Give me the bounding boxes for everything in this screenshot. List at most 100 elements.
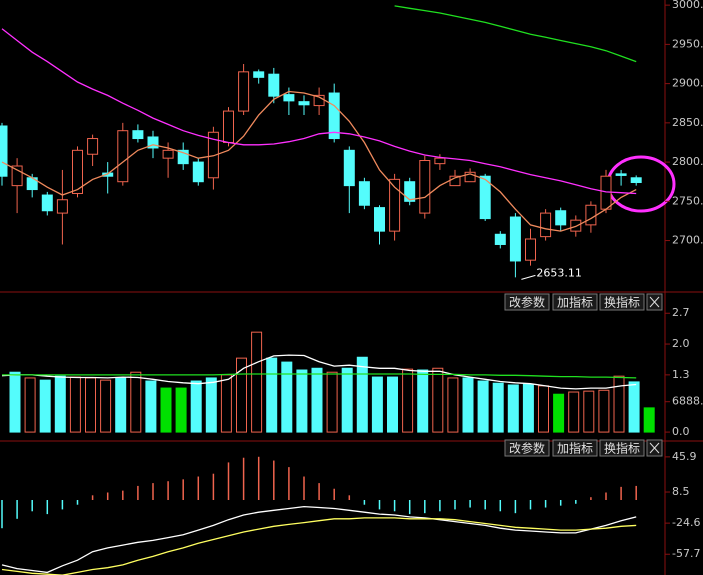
volume-bar (402, 368, 414, 433)
volume-bar (522, 383, 534, 433)
volume-bar (356, 356, 368, 433)
button-frame (599, 439, 645, 457)
candle-body (132, 130, 144, 140)
toolbar-button[interactable]: 换指标 (599, 439, 645, 457)
candle-body (343, 149, 355, 187)
y-tick-label: 2.0 (672, 337, 690, 350)
candle-body (525, 238, 536, 261)
volume-bar (387, 376, 398, 433)
candle-body (87, 138, 99, 155)
y-tick-label: 45.9 (672, 450, 697, 463)
close-button[interactable] (646, 293, 663, 311)
volume-bar (145, 380, 157, 433)
button-frame (504, 293, 550, 311)
candle-body (56, 199, 68, 214)
candle-body (0, 125, 8, 177)
close-icon (649, 442, 660, 454)
y-tick-label: 2800.0 (672, 155, 703, 168)
candle-body (223, 110, 234, 143)
candle-body (585, 204, 597, 226)
volume-bar (205, 377, 217, 433)
volume-bar (175, 387, 187, 433)
ma-line (1, 28, 637, 195)
ma-line (1, 90, 637, 232)
candle-body (11, 165, 23, 187)
volume-bar (296, 369, 308, 433)
button-frame (504, 439, 550, 457)
volume-bar (371, 376, 383, 433)
volume-bar (432, 367, 444, 433)
candle-body (298, 101, 310, 106)
candle-body (570, 219, 582, 232)
low-arrow (521, 274, 536, 280)
button-label: 换指标 (604, 441, 640, 456)
ma-line (1, 505, 637, 574)
volume-bar (236, 357, 247, 433)
toolbar-button[interactable]: 加指标 (552, 439, 598, 457)
candle-body (434, 157, 446, 165)
candle-body (207, 131, 219, 179)
volume-bar (598, 389, 610, 433)
volume-bar (538, 385, 549, 433)
volume-bar (613, 375, 625, 433)
candle-body (177, 149, 189, 165)
toolbar-button[interactable]: 换指标 (599, 293, 645, 311)
y-tick-label: -57.7 (672, 547, 700, 560)
y-tick-label: 3000.0 (672, 0, 703, 11)
volume-bar (417, 369, 429, 433)
volume-bar (311, 367, 323, 433)
y-tick-label: 6888.0 (672, 395, 703, 408)
volume-bar (115, 377, 127, 433)
candle-body (253, 71, 265, 78)
volume-bar (583, 390, 595, 433)
button-label: 改参数 (509, 441, 545, 456)
candle-body (404, 181, 416, 202)
candle-body (374, 207, 385, 232)
y-tick-label: 2850.0 (672, 116, 703, 129)
close-button[interactable] (646, 439, 663, 457)
volume-bar (9, 371, 21, 433)
low-label: 2653.11 (536, 266, 582, 279)
candle-body (72, 149, 83, 194)
candle-body (479, 175, 491, 220)
volume-bar (568, 391, 580, 433)
toolbar-button[interactable]: 改参数 (504, 293, 550, 311)
button-frame (552, 293, 598, 311)
toolbar-button[interactable]: 加指标 (552, 293, 598, 311)
candle-body (41, 194, 53, 212)
candle-body (328, 92, 340, 140)
volume-bar (281, 361, 293, 433)
volume-bar (492, 382, 504, 433)
volume-bar (447, 377, 459, 433)
candle-body (147, 136, 159, 149)
volume-bar (190, 380, 202, 433)
highlight-circle (606, 155, 676, 213)
button-label: 加指标 (557, 441, 593, 456)
volume-bar (266, 357, 278, 433)
candle-body (358, 181, 370, 206)
button-label: 换指标 (604, 295, 640, 310)
volume-bar (326, 371, 338, 433)
button-label: 改参数 (509, 295, 545, 310)
volume-bar (100, 379, 112, 433)
volume-bar (507, 384, 519, 433)
candle-body (268, 73, 280, 97)
candle-body (102, 172, 114, 177)
candle-body (389, 178, 401, 232)
volume-bar (251, 331, 263, 433)
y-tick-label: 2950.0 (672, 37, 703, 50)
candle-body (494, 233, 506, 245)
y-tick-label: 2750.0 (672, 194, 703, 207)
volume-bar (220, 374, 232, 433)
candle-body (162, 149, 174, 159)
ma-line (2, 373, 637, 379)
y-tick-label: -24.6 (672, 516, 700, 529)
volume-bar (54, 375, 66, 433)
toolbar-button[interactable]: 改参数 (504, 439, 550, 457)
candle-body (117, 130, 129, 183)
candle-body (238, 71, 250, 112)
candle-body (555, 210, 567, 226)
candle-body (419, 160, 431, 214)
volume-bar (643, 407, 655, 433)
